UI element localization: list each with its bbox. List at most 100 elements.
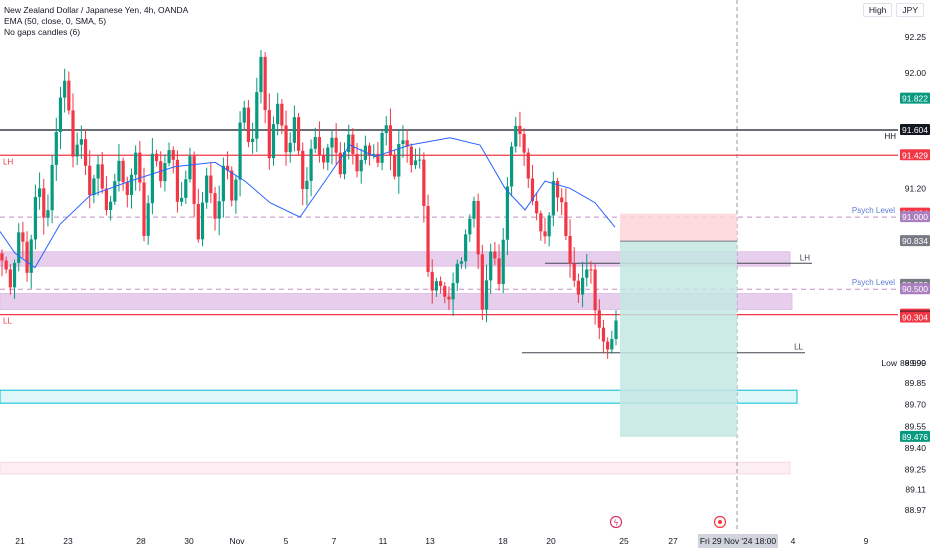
- candle-body: [125, 182, 129, 196]
- candle-body: [568, 235, 572, 264]
- segment-label: LH: [800, 253, 810, 262]
- short-position-tool[interactable]: [620, 213, 737, 437]
- candle-body: [464, 234, 468, 262]
- candle-body: [217, 201, 221, 219]
- candle-body: [271, 124, 276, 159]
- candle-body: [146, 203, 150, 236]
- price-badge-text: 91.429: [902, 150, 928, 160]
- candle-body: [351, 134, 355, 155]
- candle-body: [480, 254, 484, 310]
- candle-body: [610, 339, 614, 350]
- time-tick-label: 4: [791, 536, 796, 546]
- high-label[interactable]: High: [862, 3, 893, 17]
- price-badge-bg: [900, 283, 930, 295]
- candle-body: [497, 258, 501, 285]
- price-tick-label: 89.25: [905, 465, 927, 475]
- candle-body: [505, 186, 510, 240]
- candle-body: [83, 139, 88, 166]
- price-tick-label: 89.40: [905, 443, 927, 453]
- symbol-title[interactable]: New Zealand Dollar / Japanese Yen, 4h, O…: [4, 5, 189, 15]
- candles-layer: [0, 50, 618, 359]
- hline-label: LH: [3, 157, 13, 166]
- candle-body: [551, 180, 555, 216]
- price-tick-label: 91.20: [905, 183, 927, 193]
- time-tick-label: 18: [498, 536, 508, 546]
- price-axis[interactable]: 92.2592.0091.2091.0090.5089.9989.8589.70…: [881, 32, 930, 515]
- candle-body: [405, 140, 409, 147]
- currency-label[interactable]: JPY: [896, 3, 924, 17]
- candle-body: [447, 296, 451, 300]
- price-badge: 90.304: [900, 311, 930, 323]
- candle-body: [342, 152, 347, 175]
- stop-loss-zone: [620, 213, 737, 242]
- candle-body: [209, 175, 213, 194]
- candle-body: [117, 160, 121, 182]
- ema-line: [0, 137, 616, 269]
- time-axis[interactable]: 21 23 28 30 Nov 5 7 11 13 18 20 25 27 4 9 ϟ Fri 29 Nov '…: [15, 515, 869, 549]
- price-badge-text: 89.476: [902, 432, 928, 442]
- candle-body: [322, 154, 326, 163]
- ema-indicator-label[interactable]: EMA (50, close, 0, SMA, 5): [4, 16, 107, 26]
- time-tick-label: 30: [184, 536, 194, 546]
- candle-body: [63, 80, 67, 98]
- nogaps-indicator-label[interactable]: No gaps candles (6): [4, 27, 81, 37]
- candle-body: [397, 144, 401, 177]
- candle-body: [263, 56, 267, 111]
- candle-body: [459, 261, 464, 264]
- candle-body: [142, 182, 146, 236]
- candle-body: [33, 197, 38, 240]
- price-tick-label: 88.97: [905, 505, 927, 515]
- candle-body: [280, 103, 284, 126]
- candle-body: [129, 174, 134, 196]
- candle-body: [196, 203, 200, 240]
- candle-body: [259, 56, 263, 93]
- candle-body: [79, 139, 83, 145]
- price-tick-label: 92.25: [905, 32, 927, 42]
- candle-body: [514, 125, 518, 147]
- candle-body: [292, 117, 296, 143]
- candle-body: [614, 320, 618, 340]
- candle-body: [443, 285, 447, 297]
- candle-body: [313, 137, 317, 149]
- candle-body: [509, 146, 514, 187]
- price-badge-bg: [900, 235, 930, 247]
- candle-body: [167, 150, 171, 164]
- candle-body: [380, 133, 384, 163]
- time-tick-label: 7: [332, 536, 337, 546]
- candle-body: [309, 148, 313, 181]
- candle-body: [547, 215, 551, 237]
- hline-label: Psych Level: [852, 206, 895, 215]
- candle-body: [230, 170, 234, 201]
- candle-body: [104, 188, 109, 210]
- price-badge-bg: [900, 92, 930, 104]
- price-badge: 91.604: [900, 124, 930, 136]
- candle-body: [493, 251, 497, 259]
- candle-body: [180, 197, 184, 202]
- candle-body: [376, 153, 380, 163]
- price-badge-bg: [900, 430, 930, 442]
- crosshair-date-label: Fri 29 Nov '24 18:00: [700, 536, 777, 546]
- price-badge: 90.834: [900, 235, 930, 247]
- time-tick-label: Nov: [229, 536, 245, 546]
- candle-body: [246, 107, 251, 143]
- take-profit-zone: [620, 241, 737, 437]
- candle-body: [234, 179, 238, 201]
- zone-pink: [0, 461, 791, 475]
- candle-body: [134, 152, 138, 175]
- time-tick-label: 13: [425, 536, 435, 546]
- candle-body: [434, 281, 438, 291]
- candle-body: [188, 156, 192, 180]
- event-flash-icon: [609, 515, 623, 529]
- price-badge-bg: [900, 124, 930, 136]
- event-target-icon: [713, 515, 727, 529]
- low-value: 89.990: [900, 358, 926, 368]
- low-label: Low: [881, 358, 897, 368]
- candle-body: [50, 164, 54, 211]
- candle-body: [171, 150, 175, 160]
- time-tick-label: 28: [136, 536, 146, 546]
- candle-body: [535, 201, 539, 214]
- candle-body: [8, 269, 12, 288]
- zone-cyan: [0, 389, 798, 404]
- candle-body: [388, 125, 393, 155]
